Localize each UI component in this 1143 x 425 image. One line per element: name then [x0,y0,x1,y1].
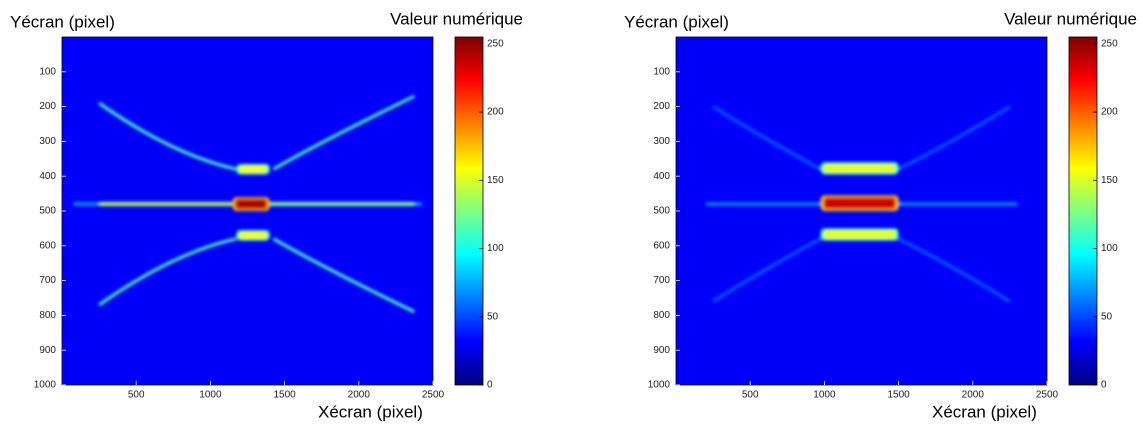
image-band-core [239,232,267,239]
y-tick-label: 800 [39,310,56,321]
y-tick-label: 500 [653,206,670,217]
heatmap-panel: 500 1000 1500 2000 2500100200300400500600700… [10,9,523,421]
y-tick-label: 400 [653,171,670,182]
heatmap-image [62,37,433,385]
image-features [73,94,422,314]
image-curve [712,105,822,171]
image-band-core [239,166,267,173]
colorbar-label: Valeur numérique [1004,9,1137,28]
y-axis-label: Yécran (pixel) [10,12,115,31]
y-tick-label: 600 [653,240,670,251]
image-band-core [823,164,896,173]
heatmap-panel: 500 1000 1500 2000 2500100200300400500600700… [624,9,1137,421]
heatmap-image [676,37,1047,385]
colorbar-tick-label: 250 [487,38,504,49]
image-curve [897,105,1011,171]
x-tick-label: 1500 [887,390,910,401]
colorbar-tick-label: 100 [487,243,504,254]
image-curve [272,237,416,314]
y-tick-label: 1000 [34,380,57,391]
image-curve [712,237,822,303]
image-curve [98,237,237,307]
colorbar-tick-label: 0 [487,380,493,391]
y-tick-label: 400 [39,171,56,182]
y-tick-label: 900 [653,345,670,356]
colorbar-tick-label: 150 [1101,175,1118,186]
colorbar-tick-label: 150 [487,175,504,186]
x-tick-label: 2000 [348,390,371,401]
x-tick-label: 500 [742,390,759,401]
y-tick-label: 700 [653,275,670,286]
image-curve [98,101,237,171]
image-band-core [823,197,896,209]
y-tick-label: 200 [653,101,670,112]
colorbar-tick-label: 0 [1101,380,1107,391]
colorbar-tick-label: 50 [487,311,499,322]
y-tick-label: 900 [39,345,56,356]
colorbar-tick-label: 200 [487,107,504,118]
image-band-core [823,230,896,239]
colorbar-tick-label: 100 [1101,243,1118,254]
image-features [705,105,1018,303]
x-tick-label: 1500 [273,390,296,401]
colorbar-tick-label: 50 [1101,311,1113,322]
y-tick-label: 300 [653,136,670,147]
x-tick-label: 2000 [962,390,985,401]
x-tick-label: 500 [128,390,145,401]
image-curve [272,94,416,171]
colorbar-tick-label: 200 [1101,107,1118,118]
x-axis-label: Xécran (pixel) [932,402,1037,421]
colorbar-tick-label: 250 [1101,38,1118,49]
y-tick-label: 300 [39,136,56,147]
y-axis-label: Yécran (pixel) [624,12,729,31]
colorbar [454,36,484,386]
y-tick-label: 600 [39,240,56,251]
y-tick-label: 1000 [648,380,671,391]
y-tick-label: 500 [39,206,56,217]
x-axis-label: Xécran (pixel) [318,402,423,421]
colorbar-label: Valeur numérique [390,9,523,28]
y-tick-label: 800 [653,310,670,321]
x-tick-label: 1000 [199,390,222,401]
x-tick-label: 2500 [422,390,445,401]
y-tick-label: 200 [39,101,56,112]
colorbar [1068,36,1098,386]
image-curve [897,237,1011,303]
image-band-core [235,199,267,209]
y-tick-label: 100 [39,66,56,77]
x-tick-label: 1000 [813,390,836,401]
y-tick-label: 100 [653,66,670,77]
x-tick-label: 2500 [1036,390,1059,401]
y-tick-label: 700 [39,275,56,286]
